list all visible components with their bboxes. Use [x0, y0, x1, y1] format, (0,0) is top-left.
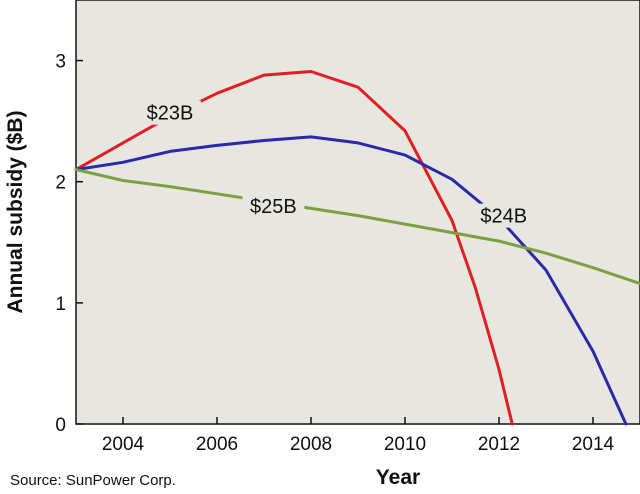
x-tick-label: 2014 — [572, 434, 615, 455]
series-line-1 — [74, 135, 628, 426]
x-tick-label: 2010 — [384, 434, 426, 455]
x-tick-label: 2004 — [102, 434, 145, 455]
y-tick-label: 3 — [55, 52, 66, 73]
series-label-0: $23B — [147, 103, 194, 125]
series-label-bg — [242, 193, 305, 218]
series-labels: $23B $24B $25B — [139, 100, 535, 228]
x-axis-title: Year — [376, 466, 420, 489]
y-tick-label: 1 — [55, 294, 66, 315]
x-axis: 2004 2006 2008 2010 2012 2014 — [102, 417, 615, 455]
y-axis-title: Annual subsidy ($B) — [4, 110, 27, 313]
y-axis: 0 1 2 3 — [55, 52, 83, 436]
series-line-2 — [74, 168, 640, 285]
source-note: Source: SunPower Corp. — [10, 472, 176, 489]
x-tick-label: 2006 — [196, 434, 238, 455]
series-label-2: $25B — [250, 196, 297, 218]
x-tick-label: 2012 — [478, 434, 520, 455]
series-label-bg — [472, 203, 535, 228]
series-label-bg — [139, 100, 201, 125]
x-tick-label: 2008 — [290, 434, 332, 455]
series-label-1: $24B — [480, 206, 527, 228]
y-tick-label: 0 — [55, 415, 66, 436]
y-tick-label: 2 — [55, 173, 66, 194]
plot-area — [75, 0, 640, 425]
